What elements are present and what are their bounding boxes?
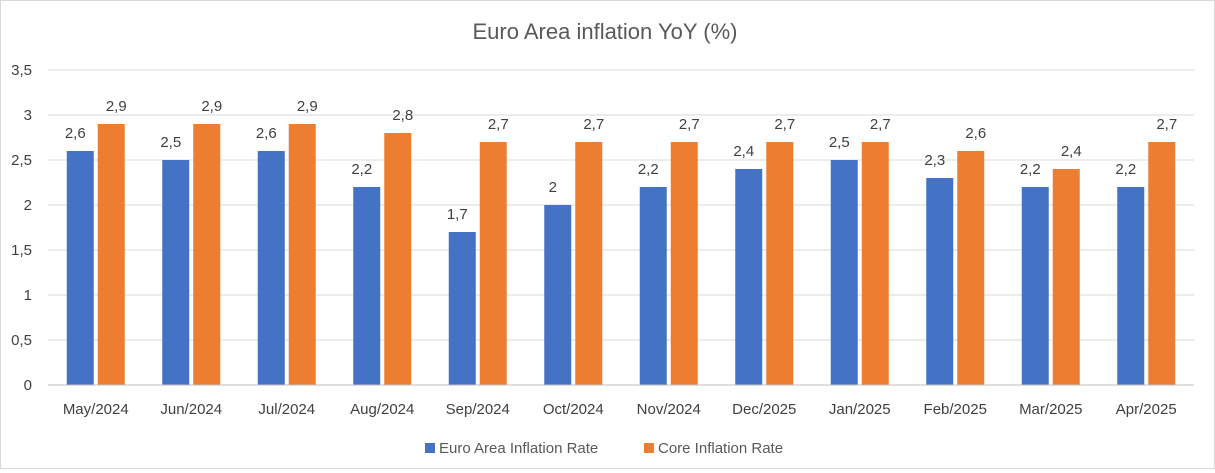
y-tick-label: 1,5 bbox=[11, 242, 32, 259]
x-tick-label: Nov/2024 bbox=[637, 401, 701, 418]
legend-swatch bbox=[644, 443, 654, 453]
y-tick-label: 3,5 bbox=[11, 62, 32, 79]
bars bbox=[66, 124, 1176, 385]
bar bbox=[288, 124, 316, 385]
x-axis-ticks: May/2024 Jun/2024 Jul/2024 Aug/2024 Sep/2024… bbox=[63, 401, 1177, 418]
legend-label: Core Inflation Rate bbox=[658, 440, 783, 457]
x-tick-label: Mar/2025 bbox=[1019, 401, 1082, 418]
x-tick-label: Jan/2025 bbox=[829, 401, 891, 418]
data-label: 2,7 bbox=[870, 116, 891, 133]
x-tick-label: Aug/2024 bbox=[350, 401, 414, 418]
gridlines bbox=[48, 69, 1194, 341]
bar bbox=[448, 232, 476, 385]
data-label: 2,5 bbox=[160, 134, 181, 151]
chart-title: Euro Area inflation YoY (%) bbox=[473, 19, 738, 44]
bar bbox=[193, 124, 221, 385]
bar bbox=[735, 169, 763, 385]
data-label: 2,7 bbox=[679, 116, 700, 133]
data-label: 2,4 bbox=[1061, 143, 1082, 160]
data-label: 2,7 bbox=[583, 116, 604, 133]
x-tick-label: Jun/2024 bbox=[160, 401, 222, 418]
bar bbox=[66, 151, 94, 385]
x-tick-label: Feb/2025 bbox=[924, 401, 987, 418]
data-label: 2,2 bbox=[1115, 161, 1136, 178]
y-tick-label: 3 bbox=[24, 107, 32, 124]
bar bbox=[257, 151, 285, 385]
y-tick-label: 0,5 bbox=[11, 332, 32, 349]
legend: Euro Area Inflation Rate Core Inflation R… bbox=[425, 440, 783, 457]
bar bbox=[639, 187, 667, 385]
y-axis-ticks: 0 0,5 1 1,5 2 2,5 3 3,5 bbox=[11, 62, 32, 394]
bar bbox=[861, 142, 889, 385]
bar bbox=[670, 142, 698, 385]
data-label: 2,7 bbox=[774, 116, 795, 133]
bar bbox=[575, 142, 603, 385]
data-label: 2,6 bbox=[65, 125, 86, 142]
y-tick-label: 0 bbox=[24, 377, 32, 394]
data-label: 2,6 bbox=[256, 125, 277, 142]
bar bbox=[1148, 142, 1176, 385]
data-label: 2,6 bbox=[965, 125, 986, 142]
data-labels: 2,6 2,9 2,5 2,9 2,6 2,9 2,2 2,8 1,7 2,7 2 2,7 2,2 2,7… bbox=[65, 98, 1177, 223]
bar bbox=[162, 160, 190, 385]
legend-swatch bbox=[425, 443, 435, 453]
bar bbox=[1021, 187, 1049, 385]
data-label: 2,7 bbox=[488, 116, 509, 133]
legend-item: Euro Area Inflation Rate bbox=[425, 440, 598, 457]
data-label: 2,9 bbox=[201, 98, 222, 115]
legend-item: Core Inflation Rate bbox=[644, 440, 783, 457]
x-tick-label: Jul/2024 bbox=[258, 401, 315, 418]
x-tick-label: Dec/2025 bbox=[732, 401, 796, 418]
bar bbox=[830, 160, 858, 385]
x-tick-label: Sep/2024 bbox=[446, 401, 510, 418]
x-tick-label: Oct/2024 bbox=[543, 401, 604, 418]
bar bbox=[479, 142, 507, 385]
data-label: 2,3 bbox=[924, 152, 945, 169]
bar bbox=[1052, 169, 1080, 385]
data-label: 2,2 bbox=[1020, 161, 1041, 178]
data-label: 2,2 bbox=[351, 161, 372, 178]
bar bbox=[957, 151, 985, 385]
data-label: 2,7 bbox=[1156, 116, 1177, 133]
bar bbox=[97, 124, 125, 385]
data-label: 2,9 bbox=[106, 98, 127, 115]
data-label: 2,4 bbox=[733, 143, 754, 160]
y-tick-label: 2,5 bbox=[11, 152, 32, 169]
y-tick-label: 2 bbox=[24, 197, 32, 214]
bar bbox=[1117, 187, 1145, 385]
bar bbox=[384, 133, 412, 385]
bar bbox=[544, 205, 572, 385]
y-tick-label: 1 bbox=[24, 287, 32, 304]
data-label: 2,5 bbox=[829, 134, 850, 151]
x-tick-label: Apr/2025 bbox=[1116, 401, 1177, 418]
data-label: 1,7 bbox=[447, 206, 468, 223]
x-tick-label: May/2024 bbox=[63, 401, 129, 418]
data-label: 2,8 bbox=[392, 107, 413, 124]
bar bbox=[926, 178, 954, 385]
legend-label: Euro Area Inflation Rate bbox=[439, 440, 598, 457]
data-label: 2,9 bbox=[297, 98, 318, 115]
bar bbox=[766, 142, 794, 385]
data-label: 2 bbox=[549, 179, 557, 196]
bar bbox=[353, 187, 381, 385]
data-label: 2,2 bbox=[638, 161, 659, 178]
